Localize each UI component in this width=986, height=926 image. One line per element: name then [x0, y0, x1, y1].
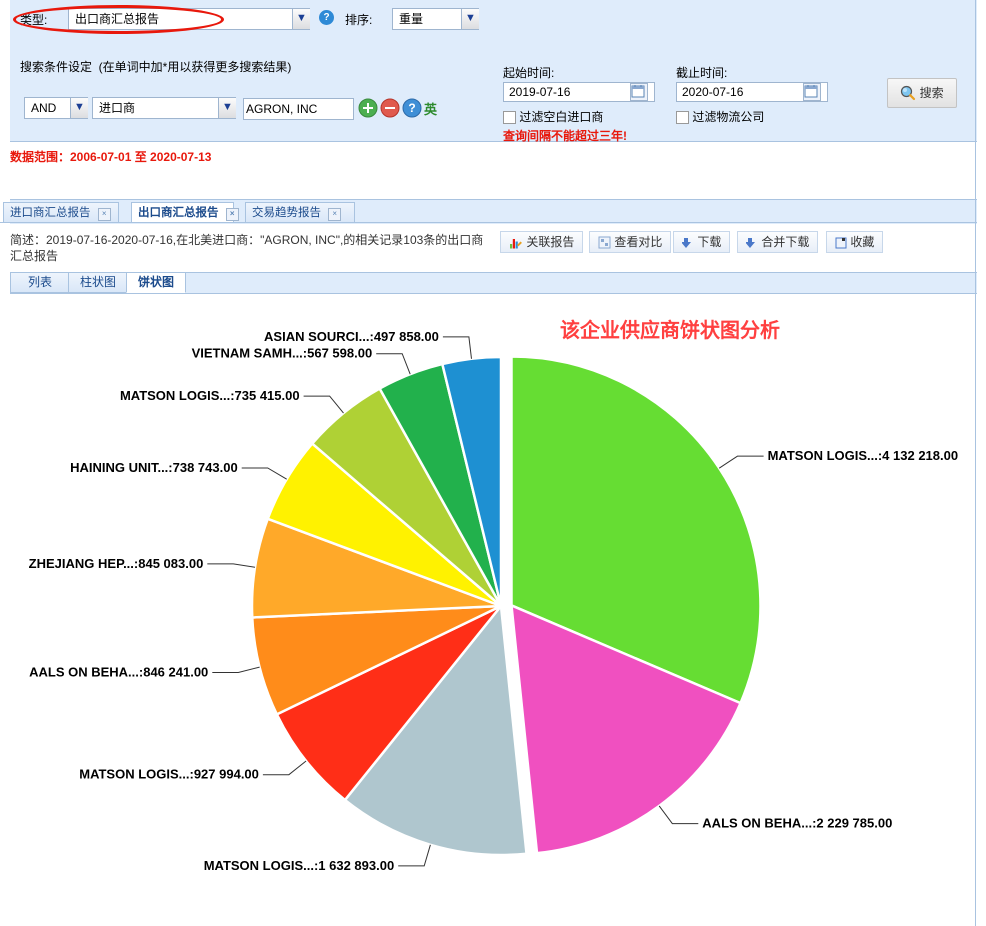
svg-text:AALS ON BEHA...:846 241.00: AALS ON BEHA...:846 241.00	[29, 665, 208, 680]
svg-text:ZHEJIANG HEP...:845 083.00: ZHEJIANG HEP...:845 083.00	[29, 556, 204, 571]
svg-text:MATSON LOGIS...:735 415.00: MATSON LOGIS...:735 415.00	[120, 388, 300, 403]
svg-text:ASIAN SOURCI...:497 858.00: ASIAN SOURCI...:497 858.00	[264, 329, 439, 344]
svg-text:AALS ON BEHA...:2 229 785.00: AALS ON BEHA...:2 229 785.00	[702, 816, 892, 831]
svg-text:MATSON LOGIS...:927 994.00: MATSON LOGIS...:927 994.00	[79, 767, 259, 782]
svg-text:MATSON LOGIS...:4 132 218.00: MATSON LOGIS...:4 132 218.00	[768, 448, 959, 463]
svg-text:HAINING UNIT...:738 743.00: HAINING UNIT...:738 743.00	[70, 460, 238, 475]
svg-text:VIETNAM SAMH...:567 598.00: VIETNAM SAMH...:567 598.00	[192, 346, 373, 361]
svg-text:MATSON LOGIS...:1 632 893.00: MATSON LOGIS...:1 632 893.00	[204, 858, 395, 873]
